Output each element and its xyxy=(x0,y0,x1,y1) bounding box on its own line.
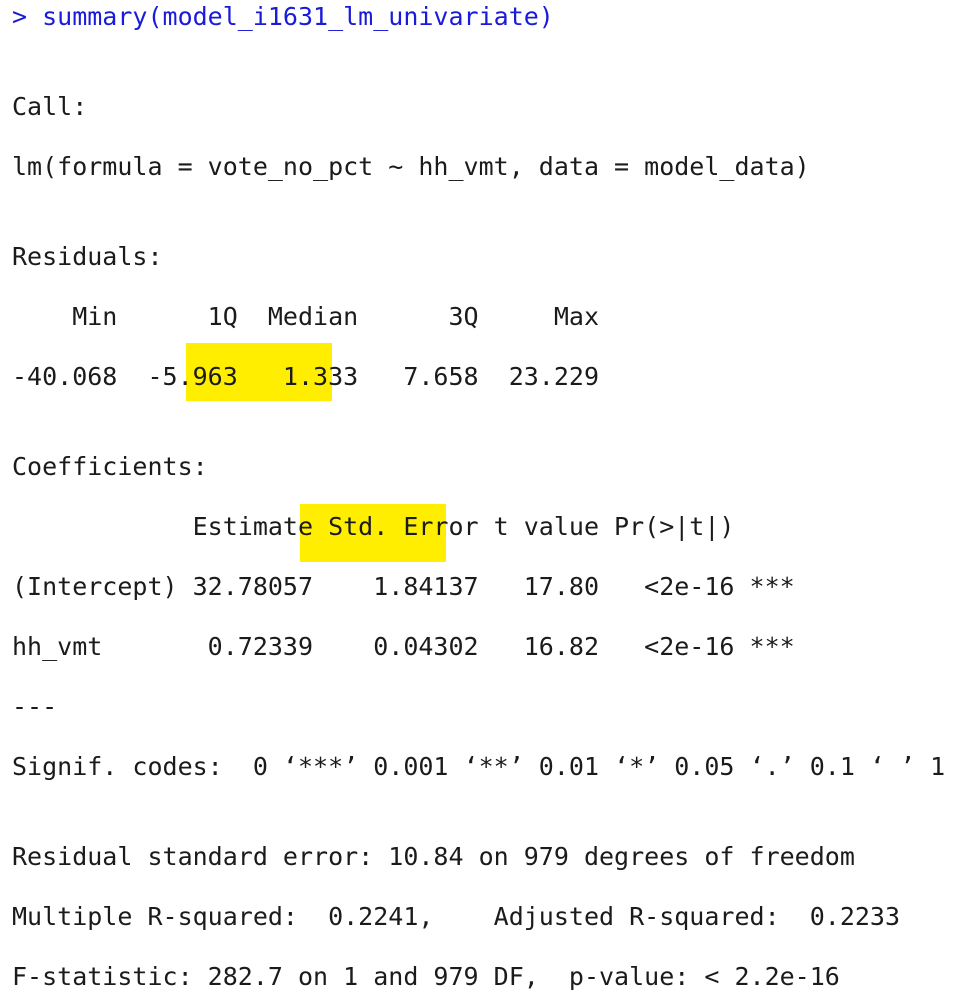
residuals-labels: Min 1Q Median 3Q Max xyxy=(12,302,615,331)
coefficients-columns: Estimate Std. Error t value Pr(>|t|) xyxy=(12,512,795,541)
f-statistic-line: F-statistic: 282.7 on 1 and 979 DF, p-va… xyxy=(12,962,840,991)
call-formula: lm(formula = vote_no_pct ~ hh_vmt, data … xyxy=(12,152,810,181)
coef-row-intercept: (Intercept) 32.78057 1.84137 17.80 <2e-1… xyxy=(12,572,795,601)
signif-codes: Signif. codes: 0 ‘***’ 0.001 ‘**’ 0.01 ‘… xyxy=(12,752,946,781)
coefficients-header: Coefficients: xyxy=(12,452,208,481)
separator-line: --- xyxy=(12,692,58,721)
residual-standard-error: Residual standard error: 10.84 on 979 de… xyxy=(12,842,855,871)
residuals-values: -40.068 -5.963 1.333 7.658 23.229 xyxy=(12,362,615,391)
highlight-estimates xyxy=(186,343,332,401)
call-header: Call: xyxy=(12,92,88,121)
r-squared-line: Multiple R-squared: 0.2241, Adjusted R-s… xyxy=(12,902,916,931)
residuals-header: Residuals: xyxy=(12,242,163,271)
coef-row-hh-vmt: hh_vmt 0.72339 0.04302 16.82 <2e-16 *** xyxy=(12,632,795,661)
highlight-r-squared xyxy=(300,504,446,562)
command-line: > summary(model_i1631_lm_univariate) xyxy=(12,2,554,31)
r-console-output: > summary(model_i1631_lm_univariate) Cal… xyxy=(12,0,962,991)
